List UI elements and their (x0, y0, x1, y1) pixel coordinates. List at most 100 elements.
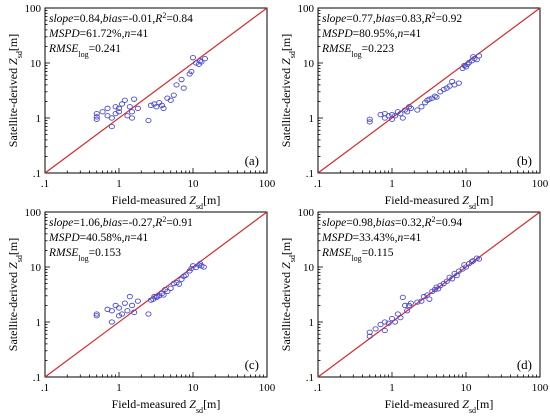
data-point (418, 298, 425, 304)
stats-text: =0.32, (395, 217, 425, 229)
stats-text: =0.115 (362, 247, 394, 259)
data-point (162, 286, 169, 293)
stats-text: =33.43%, (353, 232, 398, 244)
data-point (170, 92, 177, 98)
stats-text: =0.223 (362, 43, 395, 55)
data-point (189, 55, 197, 61)
data-point (366, 119, 373, 125)
data-point (134, 105, 141, 111)
x-tick-label: 1 (389, 382, 395, 394)
data-point (121, 300, 128, 306)
data-point (440, 86, 447, 93)
stats-text: =41 (403, 232, 421, 244)
x-axis-label-text: Field-measured (385, 193, 463, 207)
data-point (461, 62, 468, 69)
data-point (154, 293, 161, 300)
data-point (414, 107, 421, 113)
panel-label: (d) (517, 357, 532, 372)
x-tick-label: 100 (259, 382, 276, 394)
data-point (93, 311, 100, 317)
y-tick-label: 1 (36, 317, 42, 329)
plot-frame (317, 211, 541, 378)
stats-text: MSPD (321, 28, 353, 40)
stats-text: slope (49, 217, 73, 229)
x-axis-label-text: Field-measured (112, 397, 190, 411)
data-point (167, 97, 174, 103)
x-axis-label-sub: sd (469, 406, 476, 415)
x-axis-label-unit: [m] (476, 397, 493, 411)
data-point (134, 298, 141, 304)
stats-line3: RMSElog=0.153 (48, 247, 121, 263)
data-point (404, 109, 411, 115)
data-point (475, 53, 483, 59)
data-point (404, 308, 411, 314)
stats-text: bias (376, 13, 396, 25)
data-point (381, 327, 388, 334)
data-point (198, 59, 205, 65)
y-tick-label: 10 (303, 262, 315, 274)
data-point (99, 109, 106, 115)
data-point (449, 276, 456, 282)
data-point (435, 286, 442, 292)
stats-text: =0.94 (435, 217, 462, 229)
stats-text: log (351, 50, 361, 59)
data-point (158, 290, 165, 297)
y-axis-label-text: Satellite-derived (6, 269, 20, 351)
y-axis-label-unit: [m] (6, 238, 20, 255)
stats-text: =61.72%, (80, 28, 125, 40)
data-point (401, 302, 409, 309)
stats-line2: MSPD=61.72%,n=41 (48, 28, 148, 40)
stats-text: RMSE (48, 43, 78, 55)
stats-line1: slope=0.84,bias=-0.01,R2=0.84 (49, 11, 193, 26)
data-point (178, 76, 185, 83)
stats-text: 2 (431, 215, 435, 224)
x-axis-label-var: Z (189, 193, 196, 207)
y-axis-label: Satellite-derived Zsd[m] (6, 238, 24, 351)
stats-line2: MSPD=40.58%,n=41 (48, 232, 148, 244)
stats-text: R (423, 13, 431, 25)
stats-text: R (154, 217, 162, 229)
panel-c: .1 1 10 100 .1 1 10 100 slope=1.06,bias=-0.27,R2… (6, 207, 276, 415)
y-axis-label-sub: sd (288, 255, 297, 262)
plot-frame (317, 7, 541, 174)
data-point (399, 115, 406, 121)
y-axis-label-text: Satellite-derived (6, 65, 20, 147)
data-point (182, 272, 189, 278)
stats-line2: MSPD=33.43%,n=41 (321, 232, 421, 244)
stats-text: R (423, 217, 431, 229)
y-axis-label-sub: sd (15, 255, 24, 262)
stats-text: R (154, 13, 162, 25)
x-axis-label-var: Z (189, 397, 196, 411)
panel-label: (a) (245, 153, 259, 168)
stats-text: =0.241 (89, 43, 122, 55)
one-to-one-line (44, 7, 268, 174)
stats-text: =0.84 (166, 13, 193, 25)
data-point (397, 110, 404, 117)
x-axis-label-unit: [m] (476, 193, 493, 207)
data-point (176, 281, 183, 287)
stats-text: MSPD (321, 232, 353, 244)
stats-text: =-0.27, (122, 217, 155, 229)
data-point (124, 308, 131, 314)
data-point (188, 68, 195, 75)
data-point (93, 116, 100, 122)
y-axis-label: Satellite-derived Zsd[m] (279, 238, 297, 351)
stats-text: =41 (130, 232, 148, 244)
data-point (158, 102, 165, 108)
stats-text: =0.83, (395, 13, 425, 25)
data-point (131, 96, 138, 102)
x-tick-label: 10 (188, 382, 200, 394)
data-point (449, 78, 456, 85)
y-axis-label-var: Z (6, 262, 20, 269)
stats-text: =0.98, (346, 217, 376, 229)
one-to-one-line (317, 211, 541, 378)
y-tick-label: 10 (303, 58, 315, 70)
stats-text: =40.58%, (80, 232, 125, 244)
y-axis-label-sub: sd (288, 51, 297, 58)
y-tick-label: 10 (30, 262, 42, 274)
y-tick-label: 1 (36, 113, 42, 125)
data-point (180, 85, 187, 91)
data-point (470, 258, 477, 264)
stats-text: =0.153 (89, 247, 122, 259)
data-point (420, 293, 427, 300)
